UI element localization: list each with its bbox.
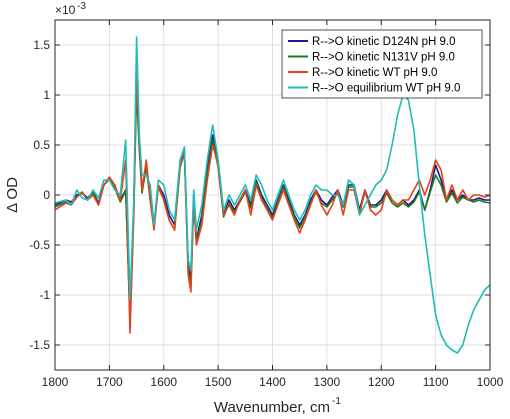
x-tick-label: 1700 bbox=[96, 375, 123, 389]
y-tick-label: 0.5 bbox=[33, 138, 50, 152]
legend-label-3: R-->O kinetic WT pH 9.0 bbox=[312, 67, 437, 79]
y-multiplier-base: ×10 bbox=[55, 3, 76, 17]
x-tick-label: 1200 bbox=[368, 375, 395, 389]
y-multiplier-exponent: -3 bbox=[77, 1, 86, 12]
y-tick-label: -1 bbox=[39, 288, 50, 302]
x-tick-label: 1100 bbox=[423, 375, 449, 389]
y-tick-label: -1.5 bbox=[29, 338, 50, 352]
legend: R-->O kinetic D124N pH 9.0 R-->O kinetic … bbox=[281, 29, 483, 99]
x-tick-label: 1400 bbox=[259, 375, 286, 389]
legend-box bbox=[281, 29, 483, 99]
x-tick-label: 1300 bbox=[314, 375, 341, 389]
x-tick-label: 1000 bbox=[477, 375, 504, 389]
y-tick-label: 0 bbox=[43, 188, 50, 202]
x-tick-label: 1800 bbox=[42, 375, 69, 389]
y-tick-label: 1.5 bbox=[33, 38, 50, 52]
x-axis-label-text: Wavenumber, cm bbox=[214, 399, 330, 416]
x-tick-label: 1500 bbox=[205, 375, 232, 389]
y-multiplier: ×10 -3 bbox=[55, 1, 86, 17]
x-tick-label: 1600 bbox=[150, 375, 177, 389]
y-axis-label: Δ OD bbox=[4, 177, 21, 213]
x-axis-label-superscript: -1 bbox=[332, 396, 341, 407]
x-axis-label: Wavenumber, cm -1 bbox=[214, 396, 341, 416]
y-tick-label: -0.5 bbox=[29, 238, 50, 252]
legend-label-1: R-->O kinetic D124N pH 9.0 bbox=[312, 36, 456, 48]
plot-lines bbox=[54, 36, 491, 354]
y-tick-label: 1 bbox=[43, 88, 50, 102]
series-line-4 bbox=[54, 36, 491, 354]
legend-label-2: R-->O kinetic N131V pH 9.0 bbox=[312, 52, 455, 64]
ticks bbox=[54, 20, 491, 370]
tick-labels: 1800 1700 1600 1500 1400 1300 1200 1100 1000 -1.5… bbox=[29, 38, 503, 389]
legend-label-4: R-->O equilibrium WT pH 9.0 bbox=[312, 83, 460, 95]
